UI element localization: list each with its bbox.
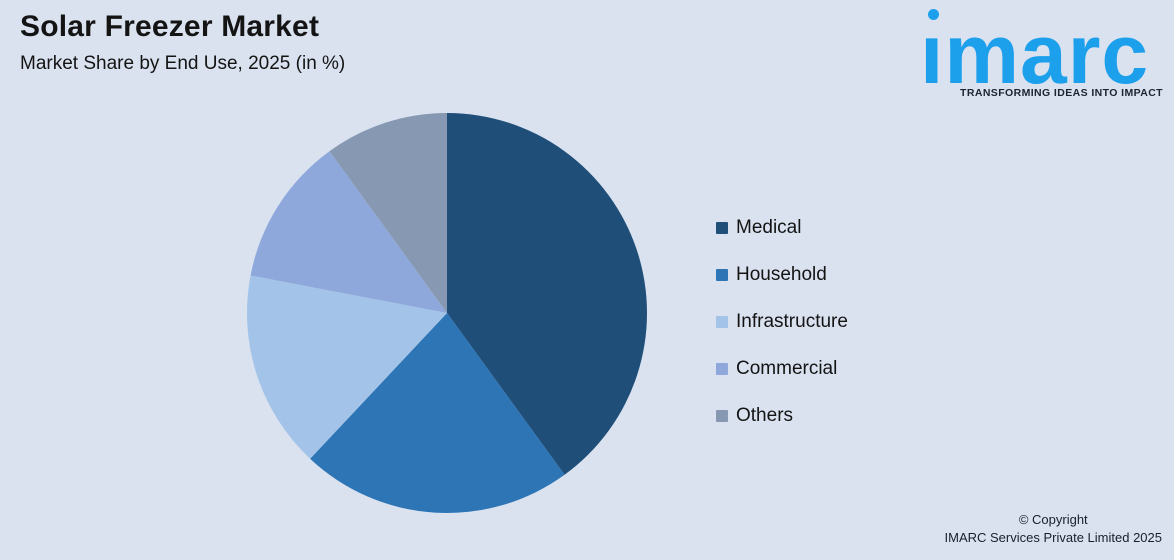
legend-item-others: Others [716, 405, 848, 426]
copyright-notice: © Copyright IMARC Services Private Limit… [945, 511, 1162, 547]
pie-chart-area [237, 103, 657, 523]
legend-swatch [716, 268, 728, 281]
logo-i-dot-icon [928, 9, 939, 20]
pie-slice-medical [447, 113, 647, 475]
legend-item-household: Household [716, 264, 848, 285]
logo-wordmark: ımarc [920, 7, 1150, 101]
legend-item-medical: Medical [716, 217, 848, 238]
legend-label: Medical [736, 216, 802, 238]
pie-slice-commercial [250, 151, 447, 313]
legend-label: Commercial [736, 357, 838, 379]
chart-legend: Medical Household Infrastructure Commercial… [716, 217, 848, 452]
pie-slice-others [329, 113, 447, 313]
legend-item-commercial: Commercial [716, 358, 848, 379]
copyright-line1: © Copyright [1018, 512, 1088, 528]
pie-slice-household [310, 313, 565, 513]
page-title: Solar Freezer Market [20, 10, 320, 43]
pie-chart [246, 113, 647, 513]
legend-swatch [716, 409, 728, 422]
legend-swatch [716, 362, 728, 375]
page-subtitle: Market Share by End Use, 2025 (in %) [20, 53, 346, 74]
pie-slice-infrastructure [246, 275, 447, 459]
legend-swatch [716, 221, 728, 234]
header: Solar Freezer Market Market Share by End… [20, 10, 345, 75]
logo-tagline: TRANSFORMING IDEAS INTO IMPACT [960, 87, 1163, 99]
legend-swatch [716, 315, 728, 328]
imarc-logo: ımarc TRANSFORMING IDEAS INTO IMPACT [920, 0, 1165, 105]
legend-label: Infrastructure [736, 310, 848, 332]
legend-label: Household [736, 263, 827, 285]
legend-label: Others [736, 404, 794, 426]
copyright-line2: IMARC Services Private Limited 2025 [944, 530, 1162, 546]
legend-item-infrastructure: Infrastructure [716, 311, 848, 332]
